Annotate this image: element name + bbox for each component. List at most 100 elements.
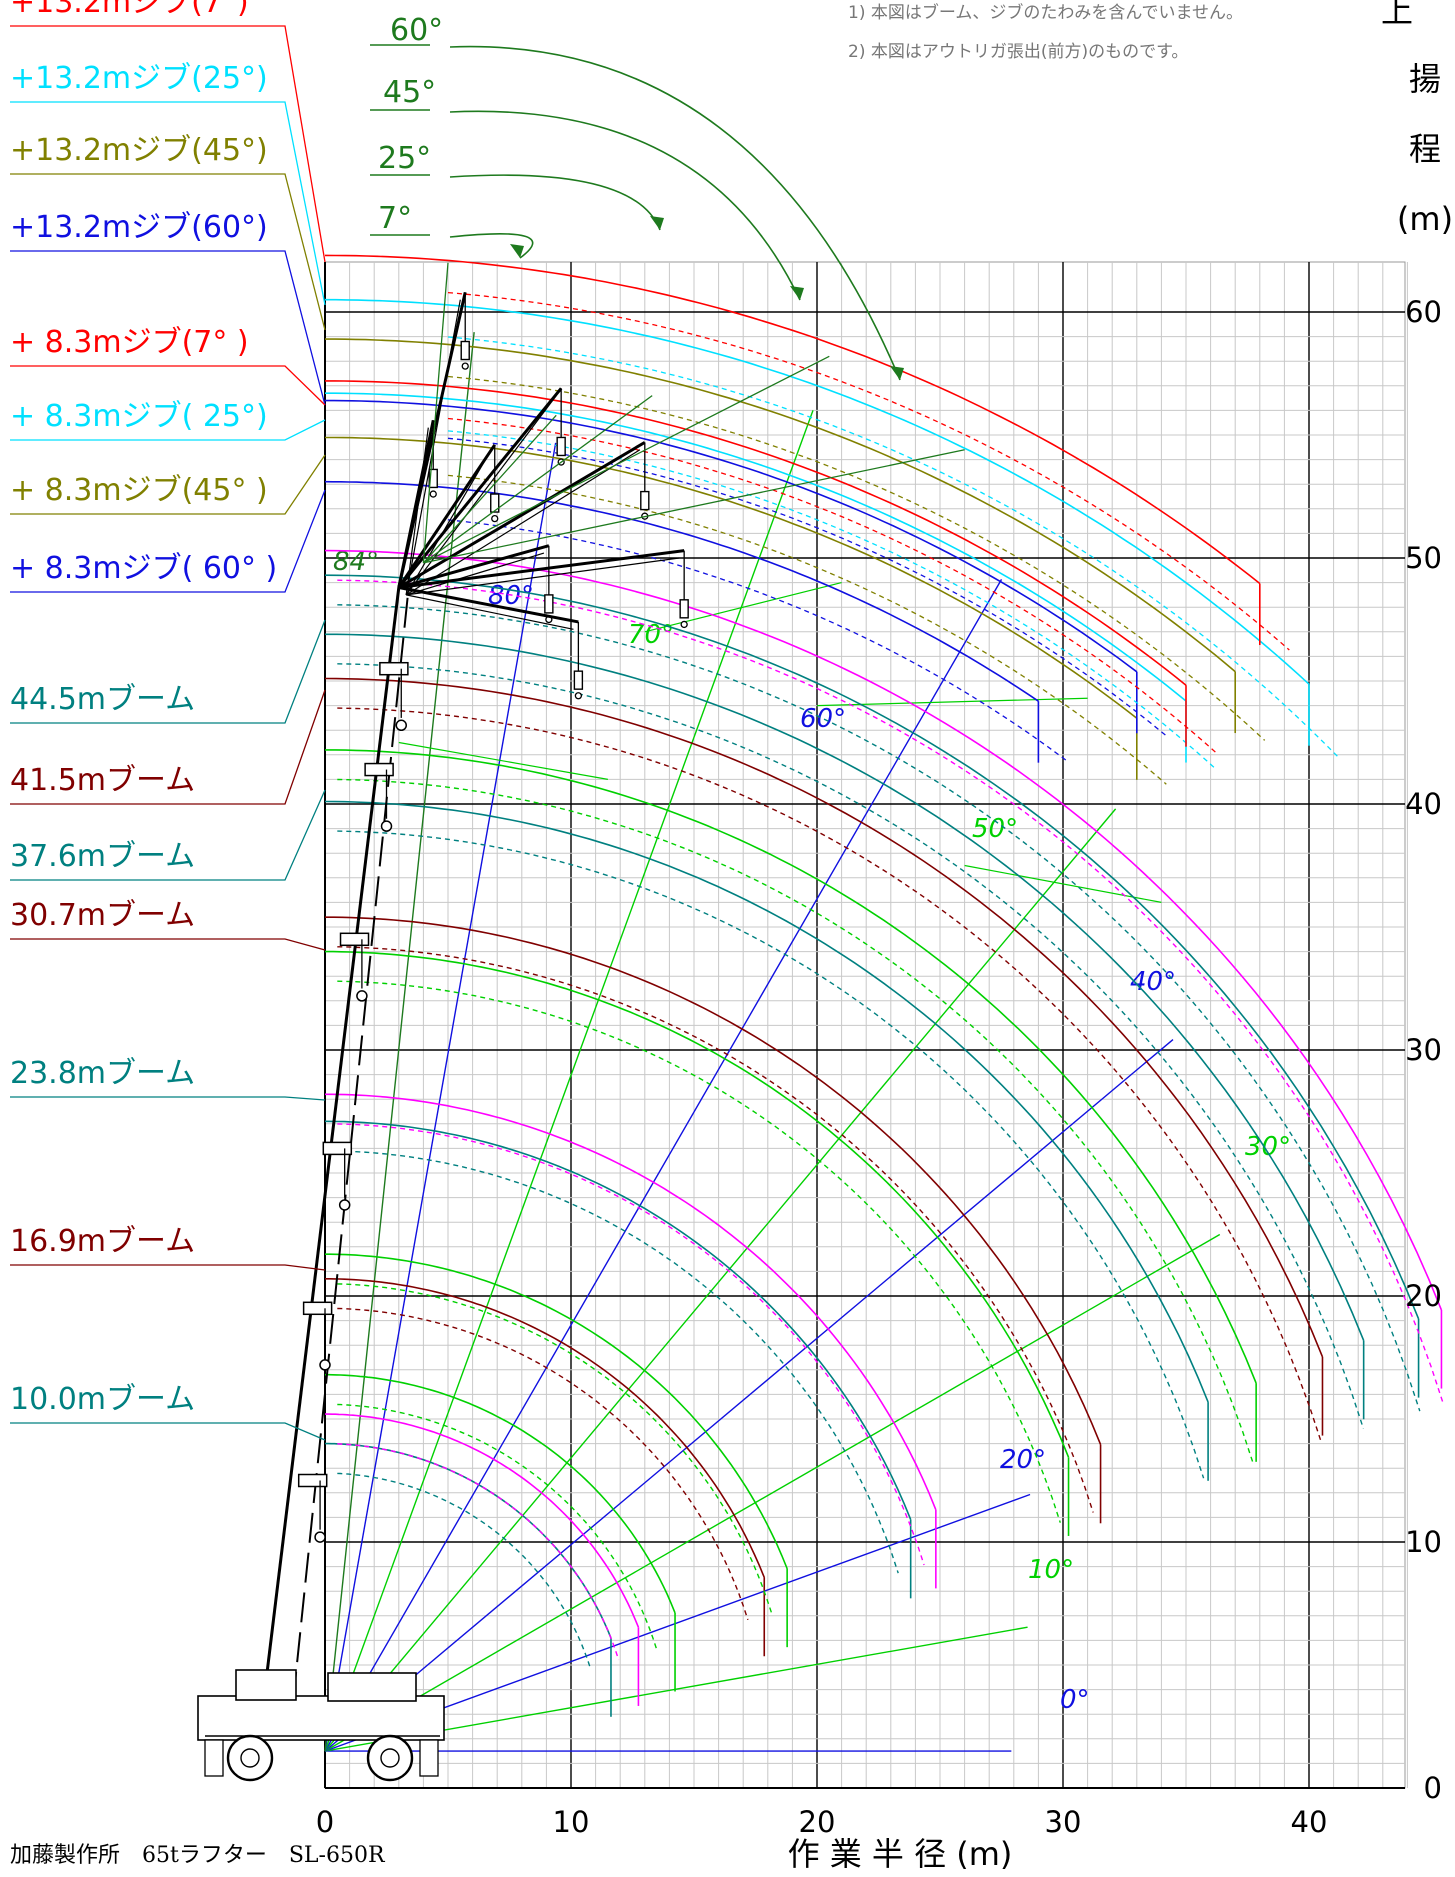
series-label: 44.5mブーム (10, 682, 195, 717)
jib-angle-ref-line (423, 449, 965, 564)
jib-hook-arc (447, 375, 1266, 741)
jib-range-arc (325, 298, 1310, 685)
jib-line-inner (406, 552, 545, 596)
series-label: + 8.3mジブ( 60° ) (10, 551, 277, 586)
x-tick-label: 40 (1291, 1805, 1328, 1839)
crane-turret (235, 1669, 297, 1701)
boom-head-icon (364, 762, 394, 777)
boom-range-arc (325, 633, 1365, 1341)
y-axis-title-char-1: 上 (1381, 0, 1413, 30)
jib-angle-arrowhead (510, 244, 524, 258)
boom-hook-arc (337, 946, 1094, 1513)
jib-hook-arc (447, 417, 1216, 753)
jib-angle-ref-line (423, 395, 653, 564)
hook-icon (314, 1531, 326, 1543)
series-label: +13.2mジブ(7°) (10, 0, 249, 20)
hook-icon (319, 1359, 331, 1371)
jib-hook-arc (447, 474, 1167, 785)
jib-hook-arc (447, 437, 1167, 737)
label-leader (10, 25, 326, 263)
boom-hook-arc (337, 1123, 925, 1566)
boom-range-arc (325, 749, 1257, 1384)
series-label: 23.8mブーム (10, 1056, 195, 1091)
jib-line (398, 544, 550, 589)
jib-hook-block (573, 670, 584, 690)
series-label: + 8.3mジブ( 25°) (10, 399, 268, 434)
boom-hook-arc (337, 1403, 657, 1649)
boom-hook-arc (337, 1150, 899, 1574)
boom-angle-label: 40° (1130, 967, 1176, 997)
boom-head-icon (322, 1141, 353, 1156)
jib-angle-arrowhead (650, 216, 664, 230)
boom-range-arc (325, 1093, 937, 1511)
series-label: 30.7mブーム (10, 898, 195, 933)
jib-hook (491, 514, 499, 523)
label-leader (10, 489, 326, 593)
series-label: 37.6mブーム (10, 839, 195, 874)
jib-range-arc (325, 399, 1138, 673)
series-labels: +13.2mジブ(7°) +13.2mジブ(25°) +13.2mジブ(45°) +1… (10, 0, 277, 1417)
boom-hook-arc (337, 778, 1254, 1464)
label-leader (10, 1096, 326, 1101)
jib-line (397, 444, 496, 589)
y-axis-title-char-2: 揚 (1409, 60, 1441, 98)
boom-range-arc (325, 1278, 766, 1578)
boom-head-icon (379, 661, 409, 676)
series-label: 16.9mブーム (10, 1224, 195, 1259)
jib-range-arc (324, 254, 1261, 585)
axis-ticks: 0 10 20 30 40 0 10 20 30 40 50 60 (316, 295, 1442, 1839)
label-leader-lines (10, 25, 326, 1441)
boom-hook-arc (337, 663, 1365, 1429)
jib-hook (461, 362, 469, 370)
boom-angle-label: 20° (1000, 1445, 1046, 1475)
jib-range-arc (325, 380, 1187, 686)
boom-range-arc (325, 916, 1102, 1445)
jib-hook-block (679, 599, 689, 619)
boom-head-icon (339, 932, 370, 947)
hook-icon (338, 1199, 351, 1211)
jib-angle-label: 7° (378, 201, 412, 236)
y-tick-label: 20 (1405, 1279, 1442, 1313)
label-leader (10, 173, 326, 331)
x-tick-label: 30 (1045, 1805, 1082, 1839)
jib-line-inner (406, 594, 574, 630)
footer-model: 加藤製作所 65tラフター SL-650R (10, 1843, 386, 1868)
jib-hook-block (544, 594, 554, 614)
jib-hook-arc (447, 519, 1069, 763)
hook-icon (356, 990, 368, 1002)
jib-angle-label: 45° (383, 75, 436, 110)
jib-line (398, 586, 579, 624)
boom-head-icon (297, 1473, 328, 1488)
x-tick-label: 0 (316, 1805, 334, 1839)
boom-head-icon (302, 1301, 333, 1316)
label-leader (10, 1422, 326, 1441)
boom-angle-label: 30° (1245, 1132, 1291, 1162)
jib-hook-block (640, 490, 650, 511)
boom-range-arc (325, 1373, 676, 1614)
boom-range-arc (325, 1253, 788, 1569)
boom-hook-arc (337, 1307, 749, 1621)
jib-line-inner (405, 451, 491, 596)
grid (324, 261, 1408, 1789)
label-leader (10, 689, 326, 805)
label-leader (10, 419, 326, 441)
range-arcs (324, 254, 1444, 1717)
jib-line (397, 387, 563, 589)
jib-line-inner (405, 449, 641, 596)
boom-angle-line (324, 332, 475, 1752)
jib-range-arc (325, 436, 1138, 719)
jib-angle-ref-line (422, 262, 449, 563)
boom-angle-label: 50° (972, 814, 1018, 844)
outrigger-icon (204, 1739, 224, 1777)
boom-range-arc (324, 800, 1209, 1403)
boom-angle-label: 10° (1028, 1555, 1074, 1585)
jib-angle-arc (449, 110, 801, 301)
jib-hook-arc (447, 336, 1339, 758)
jib-line (398, 441, 646, 589)
y-tick-label: 0 (1424, 1771, 1442, 1805)
jib-angle-arrowhead (790, 286, 804, 300)
hook-icon (380, 820, 393, 832)
x-tick-label: 10 (553, 1805, 590, 1839)
boom-hook-arc (337, 830, 1205, 1479)
